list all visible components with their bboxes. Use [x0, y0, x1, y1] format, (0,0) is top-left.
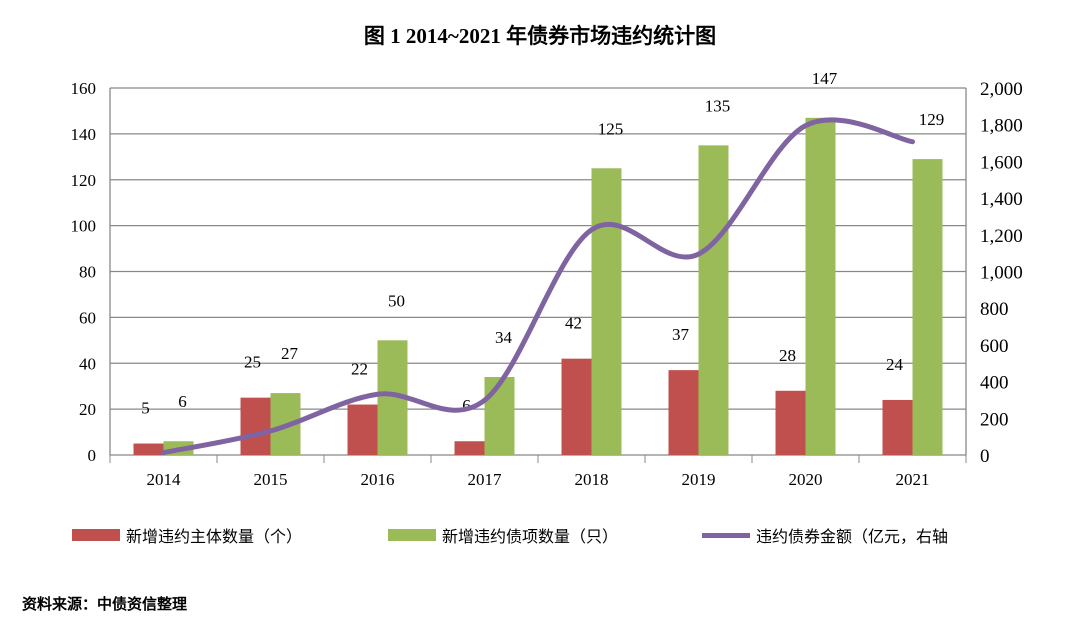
bar-bonds	[591, 168, 622, 455]
legend-item-entities: 新增违约主体数量（个）	[72, 523, 302, 547]
bar-entities	[240, 397, 271, 455]
left-tick-label: 0	[88, 446, 97, 465]
left-tick-label: 100	[71, 217, 97, 236]
x-tick-label: 2017	[468, 470, 503, 489]
data-label: 42	[565, 314, 582, 333]
data-label: 5	[141, 399, 150, 418]
legend-label: 新增违约债项数量（只）	[442, 527, 619, 546]
data-label: 27	[281, 344, 299, 363]
left-tick-label: 120	[71, 171, 97, 190]
bar-entities	[347, 404, 378, 455]
left-tick-label: 40	[79, 354, 96, 373]
legend-label: 新增违约主体数量（个）	[126, 527, 303, 546]
bar-entities	[668, 370, 699, 455]
x-tick-label: 2015	[254, 470, 288, 489]
data-label: 6	[462, 396, 471, 415]
data-label: 147	[812, 69, 838, 88]
x-tick-label: 2016	[361, 470, 395, 489]
data-label: 135	[705, 96, 731, 115]
data-label: 22	[351, 360, 368, 379]
left-tick-label: 20	[79, 400, 96, 419]
data-label: 25	[244, 353, 261, 372]
right-tick-label: 1,600	[980, 152, 1023, 173]
source-note: 资料来源：中债资信整理	[22, 595, 188, 613]
data-label: 129	[919, 110, 945, 129]
data-label: 28	[779, 346, 796, 365]
data-label: 6	[178, 392, 187, 411]
right-tick-label: 200	[980, 409, 1009, 430]
right-tick-label: 1,400	[980, 189, 1023, 210]
right-tick-label: 400	[980, 373, 1009, 394]
left-tick-label: 60	[79, 308, 96, 327]
data-label: 37	[672, 325, 690, 344]
right-tick-label: 600	[980, 336, 1009, 357]
legend-swatch	[388, 529, 436, 541]
bar-entities	[882, 399, 913, 455]
right-tick-label: 0	[980, 446, 990, 467]
data-label: 24	[886, 355, 904, 374]
chart-title: 图 1 2014~2021 年债券市场违约统计图	[363, 24, 717, 48]
right-tick-label: 2,000	[980, 79, 1023, 100]
x-tick-label: 2020	[789, 470, 823, 489]
bar-bonds	[805, 117, 836, 455]
right-tick-label: 1,800	[980, 116, 1023, 137]
bar-entities	[454, 441, 485, 455]
legend-item-bonds: 新增违约债项数量（只）	[388, 523, 618, 547]
left-tick-label: 140	[71, 125, 97, 144]
x-tick-label: 2014	[147, 470, 182, 489]
x-tick-label: 2018	[575, 470, 609, 489]
legend-item-amount: 违约债券金额（亿元，右轴	[702, 523, 948, 547]
data-label: 125	[598, 119, 624, 138]
bar-bonds	[484, 377, 515, 455]
bar-entities	[561, 358, 592, 455]
bar-entities	[133, 443, 164, 455]
bar-bonds	[912, 159, 943, 455]
bar-entities	[775, 390, 806, 455]
data-label: 34	[495, 328, 513, 347]
x-tick-label: 2021	[896, 470, 930, 489]
right-tick-label: 1,000	[980, 263, 1023, 284]
right-tick-label: 1,200	[980, 226, 1023, 247]
left-tick-label: 80	[79, 263, 96, 282]
line-amount	[161, 117, 915, 456]
legend-swatch	[702, 532, 750, 538]
bar-bonds	[698, 145, 729, 455]
data-label: 50	[388, 291, 405, 310]
left-tick-label: 160	[71, 79, 97, 98]
right-tick-label: 800	[980, 299, 1009, 320]
legend-swatch	[72, 529, 120, 541]
legend-label: 违约债券金额（亿元，右轴	[756, 527, 949, 546]
x-tick-label: 2019	[682, 470, 716, 489]
